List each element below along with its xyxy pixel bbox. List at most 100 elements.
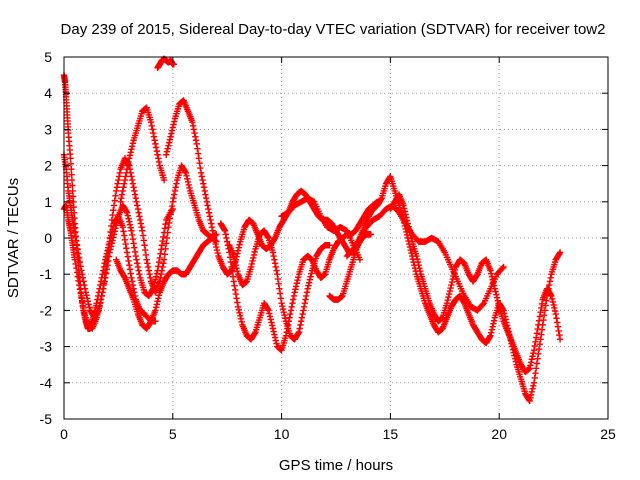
- data-point: [155, 263, 162, 270]
- data-point: [116, 169, 124, 177]
- data-point: [157, 274, 164, 282]
- x-tick-label: 0: [60, 426, 68, 442]
- data-point: [131, 187, 138, 195]
- data-point: [269, 249, 277, 256]
- data-point: [135, 209, 142, 216]
- data-point: [132, 194, 140, 202]
- series-arc-h: [217, 198, 381, 354]
- data-point: [78, 271, 86, 278]
- x-tick-label: 10: [274, 426, 290, 442]
- data-point: [488, 326, 496, 333]
- data-point: [548, 292, 555, 300]
- data-point: [532, 365, 540, 372]
- data-point: [94, 311, 101, 318]
- data-point: [448, 281, 455, 289]
- data-point: [128, 146, 135, 153]
- series-arc-e: [117, 104, 168, 205]
- data-point: [200, 180, 207, 187]
- data-point: [204, 202, 211, 209]
- data-point: [550, 301, 557, 309]
- data-point: [136, 271, 143, 278]
- data-point: [221, 226, 228, 233]
- data-point: [171, 187, 179, 195]
- y-tick-label: -4: [40, 375, 53, 391]
- data-point: [400, 202, 407, 209]
- data-point: [407, 246, 414, 254]
- data-point: [291, 289, 298, 296]
- data-point: [123, 249, 131, 256]
- data-point: [488, 270, 495, 277]
- data-point: [139, 232, 147, 239]
- data-point: [165, 219, 173, 227]
- data-point: [554, 323, 562, 330]
- data-point: [152, 140, 159, 148]
- data-point: [125, 215, 132, 222]
- data-point: [305, 279, 313, 286]
- data-point: [171, 191, 178, 198]
- data-point: [279, 305, 287, 313]
- data-point: [206, 213, 213, 220]
- data-point: [193, 140, 200, 148]
- data-point: [165, 223, 172, 231]
- data-point: [165, 142, 172, 149]
- data-point: [250, 251, 258, 259]
- data-point: [288, 303, 295, 310]
- data-point: [416, 267, 424, 275]
- data-point: [143, 256, 150, 263]
- data-point: [267, 316, 274, 323]
- data-point: [490, 317, 498, 324]
- data-point: [537, 309, 544, 316]
- data-point: [235, 306, 243, 313]
- x-tick-label: 20: [491, 426, 507, 442]
- data-point: [135, 267, 142, 274]
- data-point: [160, 260, 167, 267]
- data-point: [299, 310, 306, 318]
- data-point: [527, 362, 534, 369]
- data-point: [105, 253, 113, 260]
- data-point: [268, 319, 275, 326]
- data-point: [121, 236, 129, 244]
- data-point: [75, 250, 82, 257]
- data-point: [170, 61, 178, 68]
- data-point: [190, 126, 198, 133]
- data-point: [124, 212, 132, 219]
- data-point: [448, 278, 456, 286]
- data-point: [109, 211, 116, 219]
- data-point: [546, 278, 554, 285]
- data-point: [118, 191, 126, 198]
- data-point: [214, 249, 221, 257]
- data-point: [307, 273, 314, 280]
- data-point: [137, 220, 145, 227]
- data-point: [272, 337, 279, 344]
- data-point: [287, 310, 294, 318]
- data-point: [533, 360, 541, 367]
- data-point: [229, 273, 237, 280]
- data-point: [271, 260, 279, 267]
- data-point: [235, 244, 243, 251]
- data-point: [289, 299, 296, 307]
- data-point: [121, 180, 128, 187]
- data-point: [536, 340, 544, 348]
- data-point: [415, 261, 422, 269]
- data-point: [554, 319, 561, 326]
- data-point: [300, 307, 307, 314]
- data-point: [221, 227, 229, 234]
- data-point: [152, 304, 160, 311]
- data-point: [211, 237, 219, 245]
- data-point: [247, 263, 255, 271]
- data-point: [123, 169, 130, 177]
- data-point: [270, 328, 277, 335]
- data-point: [124, 253, 132, 260]
- data-point: [443, 299, 451, 307]
- data-point: [154, 267, 161, 274]
- data-point: [159, 237, 166, 245]
- data-point: [148, 122, 155, 129]
- data-point: [79, 302, 87, 310]
- data-point: [104, 261, 111, 269]
- data-point: [528, 388, 536, 396]
- data-point: [490, 320, 497, 327]
- data-point: [115, 176, 122, 184]
- data-point: [529, 385, 536, 393]
- data-point: [155, 158, 163, 166]
